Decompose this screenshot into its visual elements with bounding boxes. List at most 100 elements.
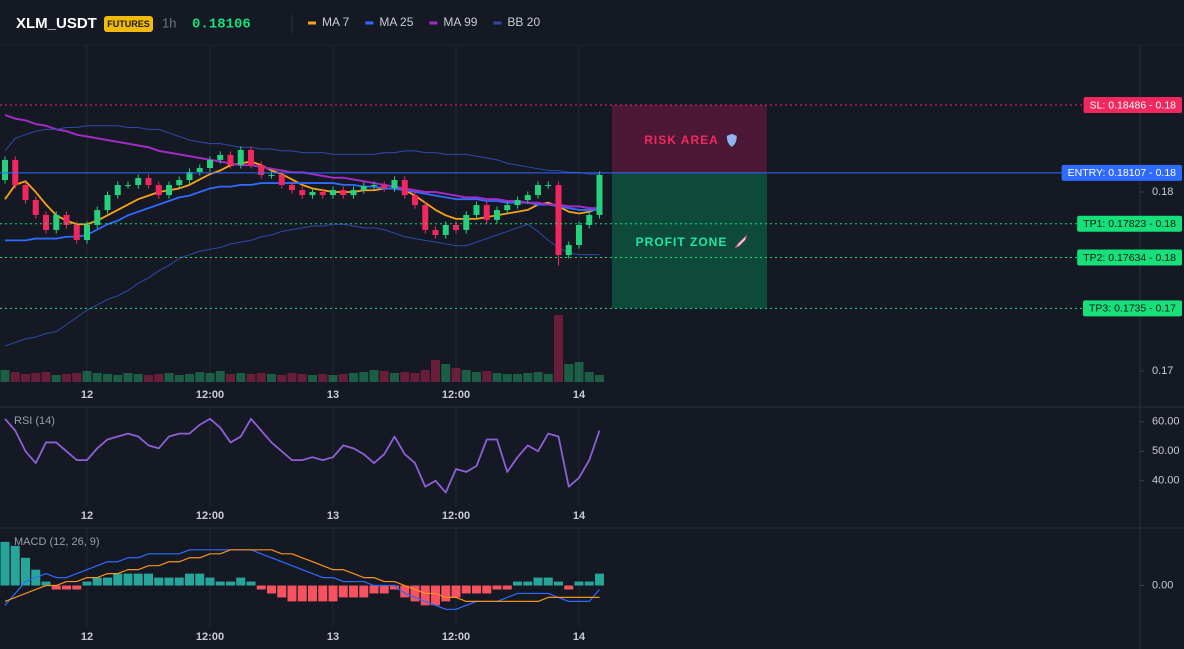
macd-histogram-bar <box>554 581 563 586</box>
candle-body <box>217 154 224 160</box>
candle-body <box>84 224 90 241</box>
candle-body <box>207 159 213 169</box>
volume-bar <box>41 372 51 382</box>
y-tick-label: 0.17 <box>1152 365 1173 377</box>
macd-histogram-bar <box>10 545 20 586</box>
ma-line <box>4 114 600 210</box>
x-tick-label: 12 <box>81 510 93 522</box>
level-label: SL: 0.18486 - 0.18 <box>1090 99 1177 111</box>
candle-body <box>94 210 101 225</box>
macd-histogram-bar <box>226 581 235 586</box>
volume-bar <box>154 374 164 382</box>
volume-bar <box>431 360 440 382</box>
volume-bar <box>533 372 543 382</box>
macd-histogram-bar <box>502 585 512 590</box>
macd-histogram-bar <box>103 577 112 586</box>
candle-body <box>340 190 347 196</box>
volume-bar <box>564 364 574 382</box>
macd-title: MACD (12, 26, 9) <box>14 536 100 548</box>
candle-body <box>473 205 480 215</box>
rsi-title: RSI (14) <box>14 415 55 427</box>
bb-lower <box>4 223 600 347</box>
macd-histogram-bar <box>369 585 379 594</box>
macd-histogram-bar <box>472 585 481 594</box>
macd-histogram-bar <box>0 541 10 586</box>
volume-bar <box>369 370 379 382</box>
candle-body <box>381 185 388 189</box>
candle-body <box>155 185 162 196</box>
candle-body <box>412 195 418 206</box>
macd-histogram-bar <box>72 585 82 590</box>
candle-body <box>360 185 367 191</box>
volume-bar <box>195 372 205 382</box>
x-tick-label: 12:00 <box>196 389 224 401</box>
candle-body <box>227 154 234 165</box>
volume-bar <box>287 373 297 382</box>
macd-histogram-bar <box>359 585 369 598</box>
candle-body <box>596 175 603 215</box>
x-tick-label: 12:00 <box>442 631 470 643</box>
volume-bar <box>267 374 276 382</box>
candle-body <box>73 224 80 241</box>
candle-body <box>43 214 49 230</box>
macd-histogram-bar <box>133 573 143 586</box>
macd-histogram-bar <box>400 585 410 598</box>
rsi-line <box>4 417 601 494</box>
y-tick-label: 0.18 <box>1152 186 1173 198</box>
volume-bar <box>451 368 461 382</box>
rocket-icon <box>735 234 748 248</box>
zone-label: RISK AREA <box>644 133 719 147</box>
macd-histogram-bar <box>236 577 246 586</box>
x-tick-label: 12:00 <box>196 631 224 643</box>
volume-bar <box>308 375 317 382</box>
level-label: ENTRY: 0.18107 - 0.18 <box>1068 167 1177 179</box>
level-label-bg <box>1083 96 1182 113</box>
x-tick-label: 12:00 <box>442 389 470 401</box>
legend-label: MA 7 <box>322 15 350 29</box>
x-tick-label: 12 <box>81 631 93 643</box>
candle-body <box>166 185 172 196</box>
macd-histogram-bar <box>513 581 522 586</box>
volume-bar <box>133 374 143 382</box>
shield-icon <box>726 133 737 147</box>
symbol: XLM_USDT <box>16 15 97 32</box>
candle-body <box>422 205 429 230</box>
legend: MA 7 MA 25 MA 99 BB 20 <box>308 15 540 29</box>
macd-histogram-bar <box>420 585 430 606</box>
y-tick-label: 0.00 <box>1152 579 1173 591</box>
level-label-bg <box>1077 249 1182 266</box>
macd-histogram-bar <box>195 573 205 586</box>
macd-histogram-bar <box>461 585 471 594</box>
candle-body <box>319 192 326 196</box>
candle-body <box>135 178 142 186</box>
volume-bar <box>492 373 502 382</box>
volume-bar <box>338 374 348 382</box>
volume-bar <box>584 372 594 382</box>
candle-body <box>186 171 193 181</box>
volume-bar <box>277 375 287 382</box>
x-tick-label: 14 <box>573 510 586 522</box>
candle-body <box>330 190 336 196</box>
candle-body <box>299 190 306 196</box>
volume-bar <box>441 364 451 382</box>
candle-body <box>2 159 8 181</box>
legend-label: BB 20 <box>507 15 540 29</box>
candle-body <box>494 210 500 220</box>
candle-body <box>278 175 285 186</box>
volume-bar <box>185 374 194 382</box>
macd-histogram-bar <box>328 585 338 602</box>
legend-label: MA 25 <box>379 15 413 29</box>
y-tick-label: 50.00 <box>1152 445 1180 457</box>
candle-body <box>104 195 111 211</box>
volume-bar <box>595 375 604 382</box>
zone <box>612 104 767 173</box>
macd-histogram-bar <box>287 585 297 602</box>
volume-bar <box>543 374 553 382</box>
candle-body <box>114 185 121 196</box>
level-label: TP3: 0.1735 - 0.17 <box>1089 303 1176 315</box>
macd-histogram-bar <box>113 573 123 586</box>
level-label-bg <box>1077 215 1182 232</box>
macd-histogram-bar <box>277 585 287 598</box>
